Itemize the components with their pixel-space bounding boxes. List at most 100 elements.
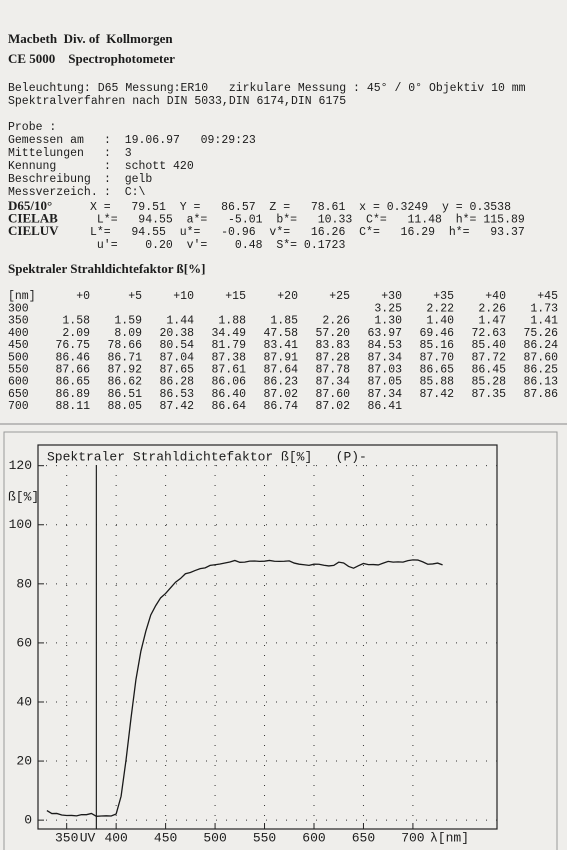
table-cell: 1.44 <box>166 315 194 328</box>
y-tick-label: 100 <box>9 517 32 532</box>
table-cell: 86.25 <box>523 364 558 377</box>
sample-label: Gemessen am <box>8 134 84 147</box>
table-cell: 87.42 <box>419 388 454 401</box>
sample-label: Beschreibung <box>8 173 91 186</box>
y-tick-label: 40 <box>16 694 32 709</box>
table-cell: 87.35 <box>471 388 506 401</box>
x-axis-label: λ[nm] <box>430 830 469 845</box>
sample-value: : gelb <box>104 173 152 186</box>
table-cell: 87.34 <box>315 376 350 389</box>
table-cell: 87.72 <box>471 351 506 364</box>
y-tick-label: 80 <box>16 576 32 591</box>
table-cell: 69.46 <box>419 327 454 340</box>
table-cell: 72.63 <box>471 327 506 340</box>
table-cell: 85.40 <box>471 339 506 352</box>
table-cell: 87.02 <box>263 388 298 401</box>
spectrum-line <box>46 559 443 817</box>
table-header: [nm] <box>8 290 36 303</box>
table-cell: 86.28 <box>159 376 194 389</box>
x-tick-label: 350 <box>55 830 78 845</box>
sample-label: Kennung <box>8 160 56 173</box>
y-tick-label: 20 <box>16 753 32 768</box>
sample-value: : 3 <box>104 147 132 160</box>
table-header: +15 <box>225 290 246 303</box>
table-cell: 1.73 <box>530 303 558 316</box>
x-tick-label: 700 <box>401 830 424 845</box>
table-header: +0 <box>76 290 90 303</box>
table-title: Spektraler Strahldichtefaktor ß[%] <box>8 261 205 276</box>
table-header: +5 <box>128 290 142 303</box>
row-nm: 350 <box>8 315 29 328</box>
table-cell: 34.49 <box>211 327 246 340</box>
row-nm: 550 <box>8 364 29 377</box>
color-space-label: CIELAB <box>8 211 58 226</box>
device: CE 5000 Spectrophotometer <box>8 51 175 66</box>
table-cell: 83.41 <box>263 339 298 352</box>
chart-title: Spektraler Strahldichtefaktor ß[%] (P)- <box>47 449 367 464</box>
table-cell: 1.41 <box>530 315 558 328</box>
table-cell: 78.66 <box>107 339 142 352</box>
table-cell: 87.28 <box>315 351 350 364</box>
table-cell: 87.78 <box>315 364 350 377</box>
table-cell: 2.09 <box>62 327 90 340</box>
table-cell: 1.59 <box>114 315 142 328</box>
table-cell: 87.34 <box>367 388 402 401</box>
table-cell: 3.25 <box>374 303 402 316</box>
table-cell: 84.53 <box>367 339 402 352</box>
table-cell: 2.26 <box>322 315 350 328</box>
color-values: L*= 94.55 a*= -5.01 b*= 10.33 C*= 11.48 … <box>90 214 525 227</box>
table-header: +25 <box>329 290 350 303</box>
table-cell: 87.92 <box>107 364 142 377</box>
table-cell: 80.54 <box>159 339 194 352</box>
sample-value: : 19.06.97 09:29:23 <box>104 134 256 147</box>
table-cell: 1.30 <box>374 315 402 328</box>
x-tick-label: 500 <box>203 830 226 845</box>
table-cell: 86.71 <box>107 351 142 364</box>
table-cell: 47.58 <box>263 327 298 340</box>
table-cell: 86.24 <box>523 339 558 352</box>
table-header: +35 <box>433 290 454 303</box>
table-cell: 85.88 <box>419 376 454 389</box>
table-cell: 88.05 <box>107 400 142 413</box>
color-space-label: D65/10° <box>8 198 52 213</box>
x-tick-label: 650 <box>352 830 375 845</box>
table-cell: 86.65 <box>55 376 90 389</box>
table-cell: 86.65 <box>419 364 454 377</box>
y-tick-label: 0 <box>24 813 32 828</box>
x-tick-label: 550 <box>253 830 276 845</box>
table-cell: 87.66 <box>55 364 90 377</box>
row-nm: 600 <box>8 376 29 389</box>
color-values: X = 79.51 Y = 86.57 Z = 78.61 x = 0.3249… <box>90 201 511 214</box>
sample-value: : C:\ <box>104 186 146 199</box>
table-cell: 86.89 <box>55 388 90 401</box>
y-tick-label: 120 <box>9 458 32 473</box>
row-nm: 500 <box>8 351 29 364</box>
table-cell: 2.26 <box>478 303 506 316</box>
table-cell: 1.40 <box>426 315 454 328</box>
table-cell: 83.83 <box>315 339 350 352</box>
settings-line: Beleuchtung: D65 Messung:ER10 zirkulare … <box>8 82 526 95</box>
x-tick-label: 450 <box>154 830 177 845</box>
plot-frame <box>37 444 498 830</box>
settings-line: Spektralverfahren nach DIN 5033,DIN 6174… <box>8 95 346 108</box>
table-cell: 87.61 <box>211 364 246 377</box>
table-cell: 86.74 <box>263 400 298 413</box>
table-cell: 86.06 <box>211 376 246 389</box>
company: Macbeth Div. of Kollmorgen <box>8 31 173 46</box>
row-nm: 300 <box>8 303 29 316</box>
table-cell: 86.40 <box>211 388 246 401</box>
sample-label: Mittelungen <box>8 147 84 160</box>
color-values: u'= 0.20 v'= 0.48 S*= 0.1723 <box>90 239 345 252</box>
table-cell: 8.09 <box>114 327 142 340</box>
table-header: +45 <box>537 290 558 303</box>
table-cell: 86.46 <box>55 351 90 364</box>
sample-title: Probe : <box>8 121 56 134</box>
sample-value: : schott 420 <box>104 160 194 173</box>
table-cell: 85.16 <box>419 339 454 352</box>
uv-label: UV <box>80 830 96 845</box>
table-cell: 86.62 <box>107 376 142 389</box>
table-cell: 87.42 <box>159 400 194 413</box>
table-cell: 88.11 <box>55 400 90 413</box>
table-cell: 57.20 <box>315 327 350 340</box>
y-tick-label: 60 <box>16 635 32 650</box>
